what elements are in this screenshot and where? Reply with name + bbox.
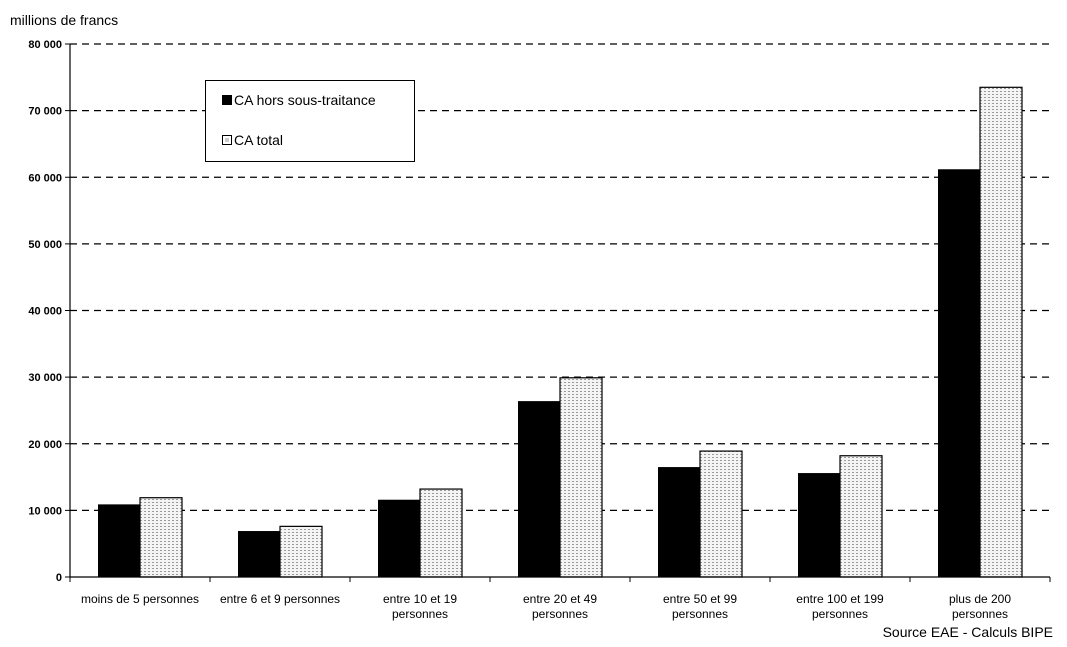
legend-swatch-dark (222, 95, 232, 105)
y-tick-label: 70 000 (28, 106, 62, 118)
y-tick-label: 30 000 (28, 372, 62, 384)
bar-ca-total (419, 488, 463, 578)
y-tick-label: 20 000 (28, 439, 62, 451)
y-tick-label: 0 (56, 572, 62, 584)
y-tick-label: 40 000 (28, 306, 62, 318)
bar-ca-hors-sous-traitance (798, 473, 840, 577)
bar-ca-hors-sous-traitance (98, 504, 140, 577)
bar-ca-total (139, 497, 183, 578)
y-tick-label: 80 000 (28, 39, 62, 51)
y-axis-unit-label: millions de francs (10, 12, 119, 28)
gridlines (70, 43, 1050, 511)
x-category-label: moins de 5 personnes (81, 592, 199, 606)
legend-label: CA hors sous-traitance (234, 92, 376, 108)
bar-ca-hors-sous-traitance (938, 169, 980, 577)
bar-ca-total (979, 86, 1023, 578)
bar-ca-hors-sous-traitance (518, 401, 560, 577)
x-category-label: entre 100 et 199 personnes (796, 592, 884, 621)
x-category-label: entre 10 et 19 personnes (383, 592, 457, 621)
y-tick-label: 60 000 (28, 172, 62, 184)
legend: CA hors sous-traitance CA total (205, 80, 415, 162)
y-tick-label: 10 000 (28, 505, 62, 517)
x-category-label: plus de 200 personnes (949, 592, 1011, 621)
bar-ca-total (839, 455, 883, 578)
bar-ca-total (559, 377, 603, 578)
bar-ca-hors-sous-traitance (238, 531, 280, 577)
bars (98, 86, 1023, 578)
legend-item-ca-total: CA total (222, 132, 283, 148)
legend-item-ca-hors-sous-traitance: CA hors sous-traitance (222, 92, 376, 108)
legend-label: CA total (234, 132, 284, 148)
bar-ca-total (699, 450, 743, 578)
x-category-label: entre 50 et 99 personnes (663, 592, 737, 621)
source-note: Source EAE - Calculs BIPE (882, 624, 1053, 640)
bar-ca-total (279, 525, 323, 578)
y-tick-label: 50 000 (28, 239, 62, 251)
bar-ca-hors-sous-traitance (658, 467, 700, 577)
x-category-label: entre 20 et 49 personnes (523, 592, 597, 621)
x-axis: moins de 5 personnes entre 6 et 9 personn… (69, 576, 1051, 621)
x-category-label: entre 6 et 9 personnes (220, 592, 340, 606)
bar-ca-hors-sous-traitance (378, 499, 420, 577)
legend-swatch-light (222, 135, 232, 145)
y-axis: 0 10 000 20 000 30 000 40 000 50 000 60 000 70 … (28, 39, 71, 584)
